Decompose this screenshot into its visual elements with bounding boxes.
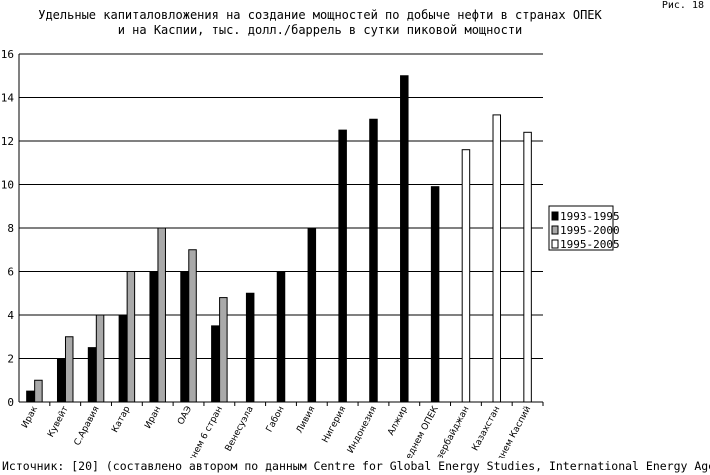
x-category-label: Ливия [295,405,318,435]
bar [118,314,128,403]
bar [492,114,502,403]
legend-swatch [551,225,559,235]
x-category-label: Иран [143,405,163,431]
bar [87,347,97,403]
bar [26,390,35,403]
bar [149,271,158,403]
chart-title-line-1: Удельные капиталовложения на создание мо… [38,8,602,22]
bar [157,227,166,403]
x-category-label: ОАЭ [176,405,194,427]
x-category-label: Нигерия [321,405,349,445]
y-tick-label: 16 [1,48,14,61]
legend-label: 1995-2005 [560,238,620,251]
y-tick-label: 6 [7,266,14,279]
legend-swatch [551,211,559,221]
chart-title: Удельные капиталовложения на создание мо… [0,8,640,38]
bar [180,271,189,403]
y-tick-label: 12 [1,135,14,148]
legend-label: 1995-2000 [560,224,620,237]
x-category-label: Ирак [20,404,40,430]
bar [245,292,255,403]
x-category-label: Индонезия [346,405,379,455]
bar [430,186,440,403]
x-category-label: Венесуэла [224,405,256,454]
bar [307,227,317,403]
bar [95,314,105,403]
bar [400,75,409,403]
legend-box [548,205,614,251]
y-tick-label: 8 [7,222,14,235]
x-category-label: Казахстан [471,405,503,453]
x-category-label: Катар [110,404,132,434]
plot-area: 0 2 4 6 8 10 12 14 16 Ирак Кувейт С.Аравия Катар Иран… [1,48,544,458]
bar [369,118,378,403]
y-tick-label: 14 [1,92,15,105]
x-category-label: Кувейт [46,405,71,439]
y-tick-label: 0 [7,396,14,409]
bar [461,149,471,403]
bar [338,129,347,403]
bar [523,131,532,403]
chart-title-line-2: и на Каспии, тыс. долл./баррель в сутки … [117,23,523,37]
bar [276,271,286,403]
x-category-label: Алжир [386,404,410,437]
x-category-label: С.Аравия [73,405,102,448]
source-note: Источник: [20] (составлено автором по да… [2,459,710,473]
bar [126,271,136,403]
bar [34,379,43,403]
figure-label: Рис. 18 [661,0,704,11]
bar [64,336,74,403]
x-category-label: Габон [265,405,287,434]
bar [56,358,66,403]
bar [219,297,228,403]
bar [188,249,197,403]
bar-chart: 0 2 4 6 8 10 12 14 16 Ирак Кувейт С.Аравия Катар Иран… [1,48,620,458]
legend-label: 1993-1995 [560,210,620,223]
bar [211,325,220,403]
y-tick-label: 10 [1,179,14,192]
y-tick-label: 4 [7,309,14,322]
legend-swatch [551,239,559,249]
y-tick-label: 2 [7,353,14,366]
